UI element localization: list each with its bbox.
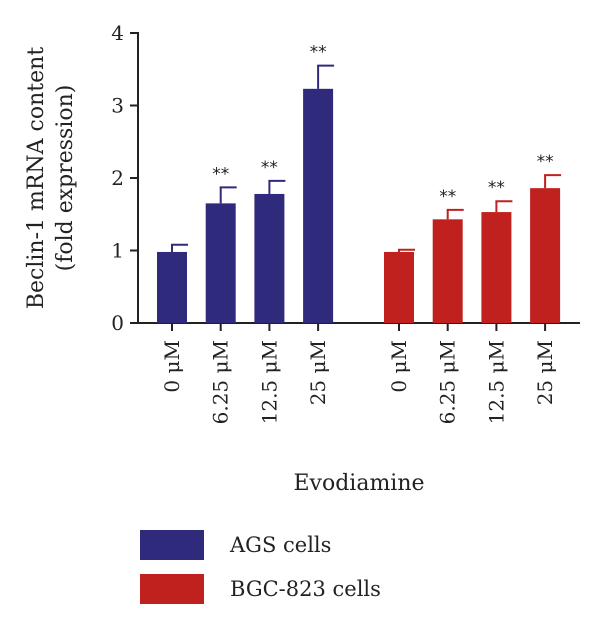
bar-bgc823 <box>432 219 463 323</box>
y-tick-label: 4 <box>111 21 124 45</box>
x-tick-label: 0 μM <box>387 340 411 393</box>
legend-swatch-bgc823 <box>140 574 204 604</box>
significance-marker: ** <box>439 187 456 207</box>
bars: ** ** ** ** ** ** <box>157 43 562 323</box>
bar-bgc823 <box>384 251 414 323</box>
legend-label-ags: AGS cells <box>230 533 332 557</box>
significance-marker: ** <box>212 164 229 184</box>
legend-item-ags: AGS cells <box>140 530 381 560</box>
y-axis: 0 1 2 3 4 <box>111 21 139 335</box>
significance-marker: ** <box>310 43 327 63</box>
y-axis-title-line-1: Beclin-1 mRNA content <box>24 47 49 309</box>
bar-ags <box>303 88 334 323</box>
bar-ags <box>157 251 187 323</box>
legend-swatch-ags <box>140 530 204 560</box>
category-labels: 0 μM 6.25 μM 12.5 μM 25 μM 0 μM 6.25 μM 12.5 μ… <box>160 340 557 424</box>
x-tick-label: 25 μM <box>533 340 557 405</box>
bar-ags <box>205 203 236 323</box>
y-tick-label: 2 <box>111 166 124 190</box>
legend-item-bgc823: BGC-823 cells <box>140 574 381 604</box>
x-axis <box>137 322 580 331</box>
y-tick-label: 0 <box>111 311 124 335</box>
x-axis-title: Evodiamine <box>293 471 424 496</box>
y-tick-label: 3 <box>111 94 124 118</box>
significance-marker: ** <box>261 158 278 178</box>
y-axis-title-line-2: (fold expression) <box>53 85 78 272</box>
x-tick-label: 25 μM <box>306 340 330 405</box>
x-tick-label: 6.25 μM <box>209 340 233 424</box>
significance-marker: ** <box>537 152 554 172</box>
y-tick-label: 1 <box>111 239 124 263</box>
x-tick-label: 6.25 μM <box>436 340 460 424</box>
legend-label-bgc823: BGC-823 cells <box>230 577 381 601</box>
bar-bgc823 <box>530 188 561 323</box>
x-tick-label: 12.5 μM <box>484 340 508 424</box>
significance-marker: ** <box>488 178 505 198</box>
x-tick-label: 12.5 μM <box>257 340 281 424</box>
bar-ags <box>254 193 285 323</box>
bar-bgc823 <box>481 212 512 323</box>
legend: AGS cells BGC-823 cells <box>140 530 381 618</box>
x-tick-label: 0 μM <box>160 340 184 393</box>
